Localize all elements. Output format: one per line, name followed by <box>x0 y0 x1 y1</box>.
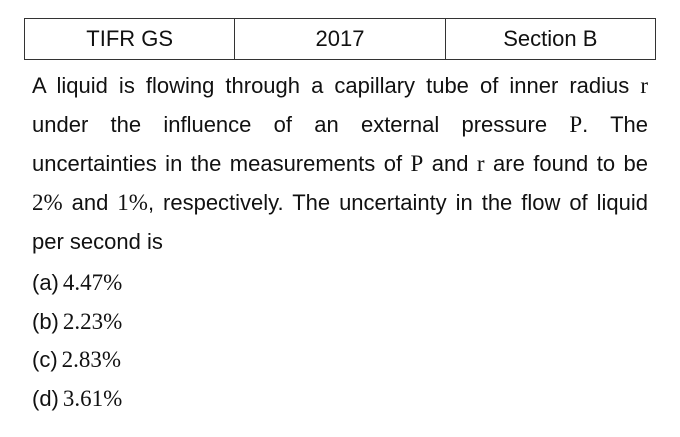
option-value: 3.61% <box>62 385 123 411</box>
header-cell: TIFR GS <box>23 18 236 60</box>
text: under the influence of an external press… <box>32 112 570 137</box>
math: r <box>476 151 485 176</box>
question: A liquid is flowing through a capillary … <box>32 66 648 261</box>
option-value: 2.83% <box>61 347 122 372</box>
math: P <box>410 151 424 176</box>
math: 2% <box>32 190 63 215</box>
option: (a) 4.47% <box>32 264 122 303</box>
text: , respectively. The uncertainty in the f… <box>32 190 648 254</box>
text: and <box>423 151 477 176</box>
text: A liquid is flowing through a capillary … <box>32 73 641 98</box>
option-label: (a) <box>32 270 59 295</box>
text: and <box>62 190 118 215</box>
option: (c) 2.83% <box>32 341 122 380</box>
math: 1% <box>117 190 148 215</box>
option: (b) 2.23% <box>32 303 122 342</box>
option: (d) 3.61% <box>32 380 122 419</box>
option-value: 2.23% <box>62 308 123 334</box>
option-label: (d) <box>32 385 59 411</box>
text: . The uncertainties in the measurements … <box>32 112 648 176</box>
option-label: (c) <box>32 347 58 372</box>
math: P <box>569 112 583 137</box>
option-value: 4.47% <box>62 270 123 295</box>
header-table: TIFR GS 2017 Section B <box>23 18 657 60</box>
header-cell: 2017 <box>234 18 446 60</box>
options: (a) 4.47% (b) 2.23% (c) 2.83% (d) 3.61% <box>32 264 122 418</box>
header-cell: Section B <box>444 18 657 60</box>
header-row: TIFR GS 2017 Section B <box>23 18 657 60</box>
text: are found to be <box>484 151 648 176</box>
math: r <box>640 73 648 98</box>
option-label: (b) <box>32 308 59 334</box>
